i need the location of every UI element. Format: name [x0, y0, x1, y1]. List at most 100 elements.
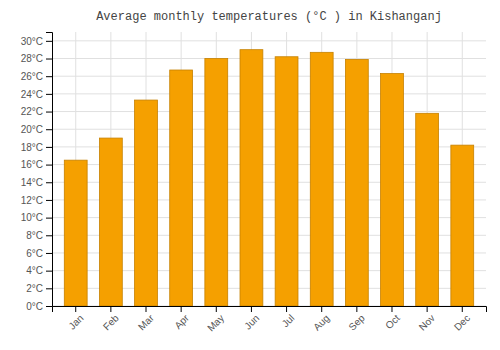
- tick-mark: [251, 306, 252, 312]
- tick-label: 8°C: [26, 230, 43, 241]
- tick-mark: [146, 306, 147, 312]
- tick-mark: [46, 129, 52, 130]
- tick-label: 16°C: [21, 159, 43, 170]
- x-axis: Jan Feb Mar Apr May Jun Jul Aug Sep Oct Nov Dec: [53, 306, 487, 334]
- tick: 6°C: [26, 248, 52, 259]
- grid-line: [52, 111, 486, 112]
- tick-label: 28°C: [21, 53, 43, 64]
- title: Average monthly temperatures (°C ) in Ki…: [96, 10, 442, 24]
- tick-label: Jun: [242, 312, 261, 331]
- tick-mark: [75, 306, 76, 312]
- tick-label: 22°C: [21, 106, 43, 117]
- tick: 30°C: [21, 36, 52, 47]
- tick: May: [205, 306, 226, 334]
- plot: 0°C 2°C 4°C 6°C 8°C 10°C 12°C 14°C 16°C 18°C 20°C 2…: [21, 32, 487, 334]
- tick-label: 14°C: [21, 177, 43, 188]
- tick-mark: [46, 59, 52, 60]
- tick-label: Feb: [101, 312, 121, 332]
- tick: Apr: [172, 306, 191, 331]
- tick-label: 10°C: [21, 212, 43, 223]
- tick-mark: [462, 306, 463, 312]
- bar: [275, 57, 298, 306]
- tick: 4°C: [26, 265, 52, 276]
- tick: Jun: [242, 306, 261, 332]
- tick-mark: [46, 253, 52, 254]
- tick: 20°C: [21, 124, 52, 135]
- tick-mark: [46, 235, 52, 236]
- tick-label: 0°C: [26, 301, 43, 312]
- axis-line: [53, 307, 487, 313]
- tick-mark: [356, 306, 357, 312]
- tick-label: Mar: [136, 312, 156, 332]
- bar: [345, 59, 368, 306]
- y-axis: 0°C 2°C 4°C 6°C 8°C 10°C 12°C 14°C 16°C 18°C 20°C 2…: [21, 33, 53, 312]
- tick-mark: [46, 147, 52, 148]
- bar: [310, 52, 333, 306]
- tick: 24°C: [21, 89, 52, 100]
- tick: 0°C: [26, 301, 52, 312]
- grid-line: [52, 76, 486, 77]
- bar: [135, 100, 158, 306]
- chart: 0°C 2°C 4°C 6°C 8°C 10°C 12°C 14°C 16°C 18°C 20°C 2…: [0, 0, 500, 350]
- tick: Aug: [311, 306, 331, 333]
- tick-mark: [46, 112, 52, 113]
- tick-label: 26°C: [21, 71, 43, 82]
- tick-label: Sep: [346, 312, 367, 333]
- tick-mark: [46, 165, 52, 166]
- tick: 18°C: [21, 142, 52, 153]
- bar: [170, 70, 193, 306]
- bar: [99, 138, 122, 306]
- tick: 16°C: [21, 159, 52, 170]
- tick-label: 24°C: [21, 89, 43, 100]
- tick: 10°C: [21, 212, 52, 223]
- tick-mark: [46, 218, 52, 219]
- tick-label: 30°C: [21, 36, 43, 47]
- bar: [240, 50, 263, 306]
- tick-label: 2°C: [26, 283, 43, 294]
- tick-label: Jan: [66, 312, 85, 331]
- tick-label: Oct: [383, 312, 402, 331]
- tick-mark: [181, 306, 182, 312]
- grid-line: [52, 40, 486, 41]
- tick: Oct: [383, 306, 402, 331]
- tick: Dec: [452, 306, 472, 333]
- tick-label: Jul: [280, 312, 297, 329]
- tick-label: May: [205, 312, 226, 333]
- tick: 2°C: [26, 283, 52, 294]
- tick-mark: [391, 306, 392, 312]
- bar: [451, 145, 474, 306]
- tick-label: 12°C: [21, 195, 43, 206]
- tick-label: Dec: [452, 312, 472, 332]
- tick-mark: [46, 76, 52, 77]
- tick-mark: [427, 306, 428, 312]
- tick: Mar: [136, 306, 156, 332]
- grid-line: [52, 93, 486, 94]
- tick-mark: [46, 94, 52, 95]
- tick-mark: [286, 306, 287, 312]
- tick-mark: [46, 288, 52, 289]
- tick-mark: [46, 41, 52, 42]
- tick-mark: [46, 182, 52, 183]
- tick-mark: [46, 200, 52, 201]
- tick: 22°C: [21, 106, 52, 117]
- tick-label: Apr: [172, 312, 191, 331]
- tick-label: 18°C: [21, 142, 43, 153]
- tick-label: 20°C: [21, 124, 43, 135]
- tick-label: 4°C: [26, 265, 43, 276]
- tick-mark: [110, 306, 111, 312]
- tick-mark: [216, 306, 217, 312]
- tick: Sep: [346, 306, 367, 333]
- tick-label: Aug: [311, 312, 331, 332]
- tick: 12°C: [21, 195, 52, 206]
- tick: Jan: [66, 306, 85, 332]
- tick: Nov: [417, 306, 437, 333]
- tick: 26°C: [21, 71, 52, 82]
- bar: [381, 74, 404, 306]
- axis-line: [46, 33, 53, 307]
- tick-mark: [321, 306, 322, 312]
- bar: [416, 113, 439, 306]
- grid: [52, 32, 486, 306]
- tick: 14°C: [21, 177, 52, 188]
- bars: [64, 50, 473, 306]
- tick-mark: [46, 306, 52, 307]
